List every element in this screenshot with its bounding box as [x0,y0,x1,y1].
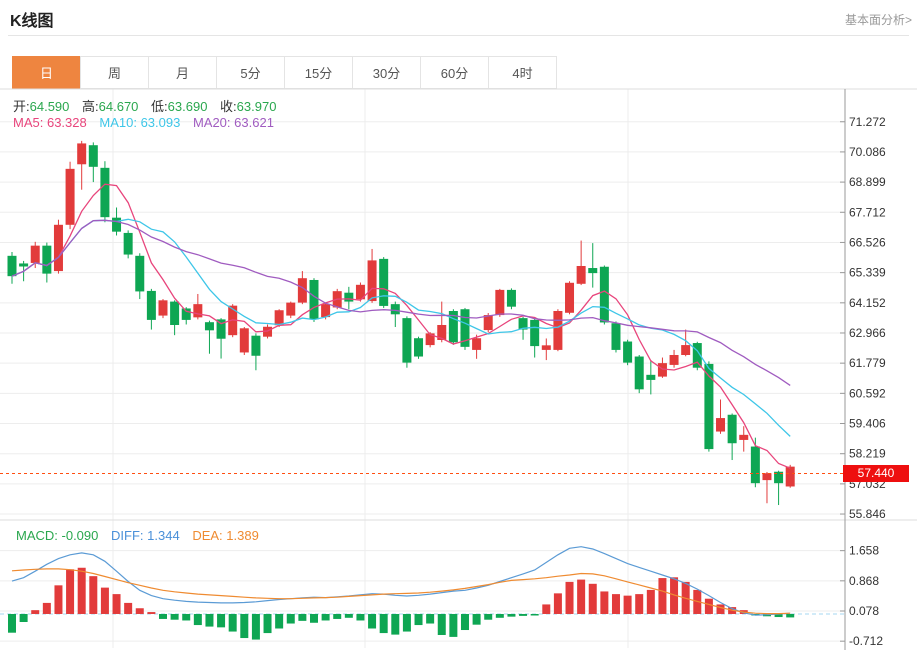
ma5-label: MA5: [13,115,44,130]
svg-text:68.899: 68.899 [849,175,886,189]
close-label: 收: [220,99,237,114]
svg-text:67.712: 67.712 [849,205,886,219]
interval-tabs: 日 周 月 5分 15分 30分 60分 4时 [12,56,557,89]
svg-text:1.658: 1.658 [849,544,879,558]
borders [0,88,917,650]
candles [7,140,795,506]
diff-label: DIFF: [111,528,144,543]
svg-text:0.078: 0.078 [849,604,879,618]
current-price-badge: 57.440 [843,465,909,482]
svg-text:58.219: 58.219 [849,447,886,461]
page-title: K线图 [10,13,54,30]
ma5-line [11,183,791,469]
dea-line [11,568,791,615]
svg-text:59.406: 59.406 [849,417,886,431]
macd-readout: MACD: -0.090 DIFF: 1.344 DEA: 1.389 [16,528,268,543]
price-axis-labels: 71.272 70.086 68.899 67.712 66.526 65.339 64.1… [840,115,886,648]
open-label: 开: [13,99,30,114]
tab-5min[interactable]: 5分 [216,56,285,89]
open-value: 64.590 [29,99,70,114]
ma5-value: 63.328 [46,115,87,130]
svg-text:-0.712: -0.712 [849,634,883,648]
gridlines [0,89,845,648]
svg-text:61.779: 61.779 [849,356,886,370]
svg-text:71.272: 71.272 [849,115,886,129]
svg-text:60.592: 60.592 [849,386,886,400]
low-value: 63.690 [167,99,208,114]
tab-60min[interactable]: 60分 [420,56,489,89]
tab-month[interactable]: 月 [148,56,217,89]
close-value: 63.970 [236,99,277,114]
fundamental-analysis-link[interactable]: 基本面分析> [844,13,912,27]
svg-text:65.339: 65.339 [849,266,886,280]
ma-readout: MA5: 63.328 MA10: 63.093 MA20: 63.621 [13,115,283,130]
high-value: 64.670 [98,99,139,114]
high-label: 高: [82,99,99,114]
diff-line [11,546,791,616]
dea-value: 1.389 [226,528,259,543]
ma10-value: 63.093 [140,115,181,130]
dea-label: DEA: [192,528,223,543]
tab-15min[interactable]: 15分 [284,56,353,89]
ma20-line [11,219,791,386]
ohlc-readout: 开:64.590 高:64.670 低:63.690 收:63.970 [13,96,285,115]
ma10-label: MA10: [99,115,137,130]
svg-text:55.846: 55.846 [849,507,886,521]
header-divider [8,35,909,36]
macd-label: MACD: [16,528,58,543]
tab-30min[interactable]: 30分 [352,56,421,89]
low-label: 低: [151,99,168,114]
svg-text:0.868: 0.868 [849,574,879,588]
ma20-value: 63.621 [234,115,274,130]
macd-value: -0.090 [61,528,99,543]
tab-day[interactable]: 日 [12,56,81,89]
macd-bars [8,567,795,640]
svg-text:64.152: 64.152 [849,296,886,310]
svg-text:70.086: 70.086 [849,145,886,159]
svg-text:66.526: 66.526 [849,235,886,249]
diff-value: 1.344 [147,528,180,543]
svg-text:62.966: 62.966 [849,326,886,340]
ma20-label: MA20: [192,115,231,130]
